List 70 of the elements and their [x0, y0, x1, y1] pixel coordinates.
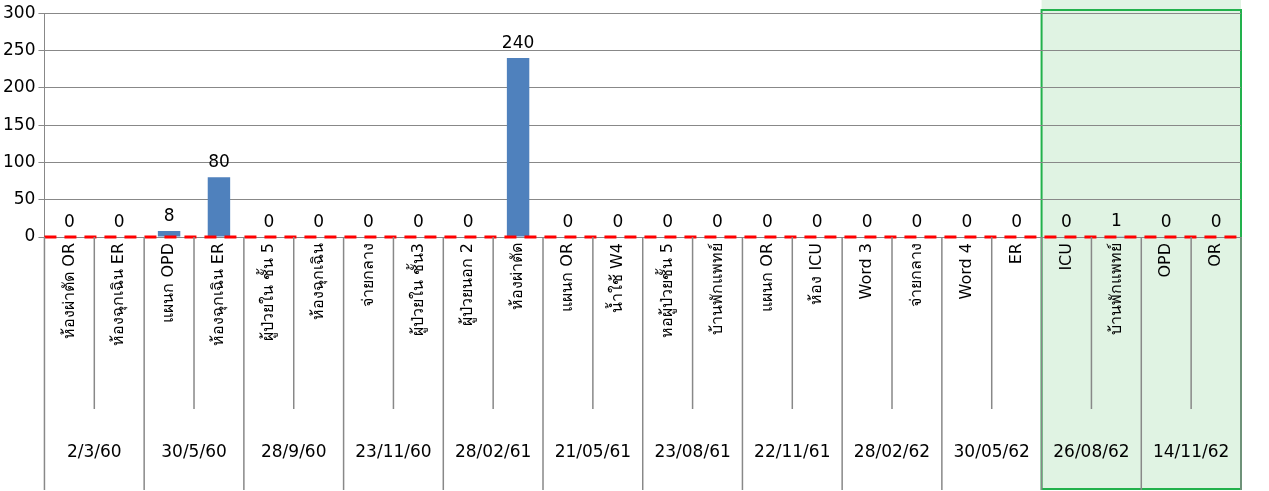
data-label: 0: [761, 210, 773, 231]
data-label: 0: [911, 210, 923, 231]
text: 23/08/61: [654, 441, 731, 462]
text: 14/11/62: [1152, 441, 1230, 462]
data-label: 240: [501, 31, 535, 52]
text: 28/02/62: [853, 441, 931, 462]
data-label: 0: [363, 210, 374, 231]
x-tick-label: ผู้ป่วยนอก 2: [457, 243, 478, 327]
x-tick-label: Word 3: [856, 243, 876, 300]
x-tick-label: จ่ายกลาง: [357, 243, 377, 307]
bar: [157, 231, 181, 237]
x-tick-label: แผนก OR: [557, 243, 577, 312]
text: 21/05/61: [554, 441, 632, 462]
data-label: 0: [263, 210, 275, 231]
data-label: 0: [1011, 210, 1023, 231]
x-tick-label: ห้องฉุกเฉิน ER: [108, 243, 129, 347]
data-label: 8: [163, 204, 175, 225]
text: 28/02/61: [454, 441, 532, 462]
text: 30/05/62: [953, 441, 1030, 462]
x-tick-label: OR: [1205, 243, 1225, 267]
y-tick-label: 100: [2, 150, 36, 171]
data-label: 0: [662, 210, 674, 231]
x-tick-label: Word 4: [955, 243, 975, 300]
y-tick-label: 300: [2, 1, 36, 22]
data-label: 0: [113, 210, 125, 231]
x-tick-label: ห้องผ่าตัด: [507, 243, 527, 310]
x-tick-label: น้ำใช้ W4: [604, 243, 626, 314]
y-tick-label: 0: [24, 225, 36, 246]
data-label: 0: [412, 210, 424, 231]
x-tick-label: ห้องฉุกเฉิน: [307, 243, 328, 320]
data-label: 0: [612, 210, 624, 231]
x-tick-label: แผนก OR: [756, 243, 776, 312]
y-tick-label: 150: [2, 113, 36, 134]
data-label: 0: [1160, 210, 1172, 231]
x-tick-label: ห้องฉุกเฉิน ER: [208, 243, 229, 347]
x-tick-label: ICU: [1055, 243, 1075, 271]
data-label: 0: [712, 210, 723, 231]
data-label: 0: [462, 210, 474, 231]
data-label: 0: [961, 210, 973, 231]
x-tick-label: แผนก OPD: [158, 243, 178, 323]
data-label: 0: [562, 210, 574, 231]
text: 23/11/60: [355, 441, 432, 462]
text: 28/9/60: [260, 441, 327, 462]
data-label: 80: [208, 151, 230, 172]
x-tick-label: บ้านพักแพทย์: [706, 243, 726, 335]
data-label: 0: [313, 210, 325, 231]
x-tick-label: OPD: [1155, 243, 1175, 278]
x-tick-label: ER: [1005, 243, 1025, 265]
text: 22/11/61: [754, 441, 831, 462]
y-tick-label: 250: [2, 38, 36, 59]
data-label: 0: [861, 210, 873, 231]
y-tick-label: 50: [13, 188, 36, 209]
data-label: 0: [1210, 210, 1222, 231]
bar: [506, 57, 530, 237]
data-label: 0: [63, 210, 75, 231]
bar: [207, 177, 231, 237]
data-label: 0: [1061, 210, 1072, 231]
text: 30/5/60: [161, 441, 227, 462]
y-tick-label: 200: [2, 76, 36, 97]
text: 2/3/60: [66, 441, 122, 462]
x-tick-label: จ่ายกลาง: [906, 243, 926, 307]
text: 26/08/62: [1053, 441, 1130, 462]
x-tick-label: ห้อง ICU: [806, 243, 826, 305]
x-tick-label: หอผู้ป่วยชั้น 5: [654, 243, 677, 339]
x-tick-label: บ้านพักแพทย์: [1105, 243, 1125, 335]
x-tick-label: ห้องผ่าตัด OR: [58, 243, 78, 339]
x-tick-label: ผู้ป่วยใน ชั้น3: [405, 243, 428, 337]
data-label: 0: [811, 210, 823, 231]
x-tick-label: ผู้ป่วยใน ชั้น 5: [255, 243, 278, 342]
data-label: 1: [1110, 210, 1122, 231]
